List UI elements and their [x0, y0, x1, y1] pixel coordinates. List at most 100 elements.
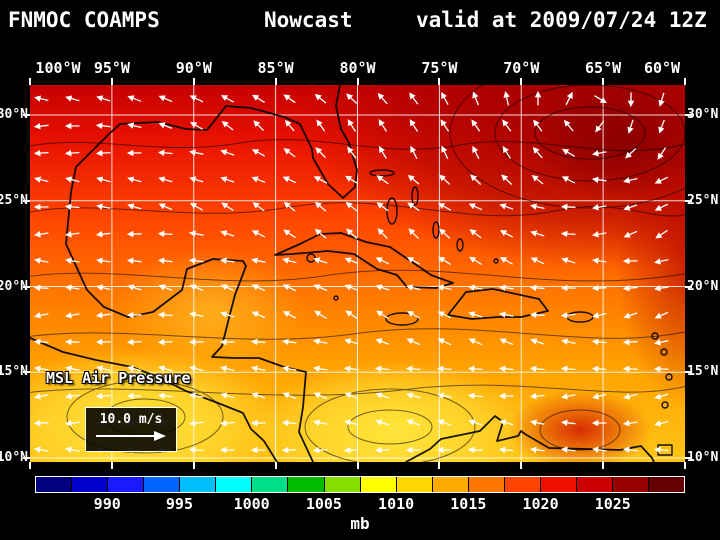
lat-label-right: 25°N — [687, 192, 719, 208]
axis-tick-bottom — [602, 462, 605, 469]
wind-arrow — [157, 230, 173, 238]
wind-arrow — [346, 93, 358, 104]
wind-arrow — [126, 338, 142, 346]
valid-time: valid at 2009/07/24 12Z — [416, 8, 707, 32]
wind-arrow — [283, 148, 296, 158]
wind-arrow — [221, 120, 234, 131]
wind-arrow — [157, 149, 173, 157]
wind-arrow — [189, 365, 204, 372]
wind-arrow — [529, 311, 545, 319]
wind-arrow — [314, 228, 327, 239]
colorbar-tick-label: 1025 — [594, 495, 631, 513]
wind-arrow — [560, 419, 576, 427]
colorbar-tick-label: 1015 — [450, 495, 487, 513]
wind-arrow — [529, 446, 545, 454]
wind-arrow — [33, 338, 49, 346]
wind-arrow — [313, 392, 328, 400]
wind-arrow — [282, 257, 297, 264]
axis-tick-top — [356, 78, 359, 85]
axis-tick-top — [110, 78, 113, 85]
wind-arrow — [64, 231, 80, 238]
wind-arrow — [34, 95, 49, 102]
wind-arrow — [33, 149, 49, 157]
island-cayman — [333, 295, 339, 301]
lon-label: 70°W — [503, 59, 540, 77]
wind-arrow — [220, 176, 235, 183]
wind-arrow — [157, 257, 173, 265]
lon-label: 85°W — [257, 59, 294, 77]
wind-arrow — [591, 257, 607, 264]
colorbar-segment — [72, 477, 109, 492]
wind-arrow — [375, 257, 390, 265]
wind-arrow — [158, 95, 173, 103]
wind-arrow — [127, 203, 142, 210]
wind-arrow — [314, 93, 327, 104]
wind-arrow — [654, 311, 669, 319]
wind-arrow — [407, 174, 420, 185]
wind-arrow — [127, 176, 142, 183]
wind-arrow — [530, 203, 545, 210]
wind-arrow — [472, 145, 480, 160]
wind-arrow — [313, 176, 328, 184]
coastline-pacific — [30, 337, 278, 462]
wind-arrow — [440, 119, 450, 132]
axis-tick-bottom — [29, 462, 31, 469]
wind-arrow — [437, 392, 452, 399]
wind-arrow — [560, 230, 576, 238]
lat-label-left: 30°N — [0, 107, 28, 122]
wind-arrow — [313, 257, 328, 264]
wind-arrow — [530, 230, 545, 237]
wind-arrow — [498, 365, 514, 373]
lat-label-right: 20°N — [687, 278, 719, 294]
colorbar-segment — [180, 477, 217, 492]
wind-arrow — [654, 420, 669, 427]
wind-arrow — [533, 119, 543, 132]
island-andros — [386, 197, 398, 225]
wind-arrow — [313, 338, 328, 345]
wind-arrow — [441, 91, 449, 106]
wind-arrow — [560, 446, 576, 453]
wind-arrow — [64, 257, 80, 264]
wind-arrow — [189, 392, 204, 399]
wind-arrow — [283, 229, 296, 239]
wind-arrow — [622, 284, 638, 292]
wind-arrow — [560, 393, 576, 400]
wind-arrow — [375, 419, 390, 426]
wind-arrow — [622, 365, 638, 373]
axis-tick-top — [29, 78, 31, 85]
wind-arrow — [158, 176, 173, 183]
wind-arrow — [343, 365, 359, 373]
wind-arrow — [406, 257, 421, 265]
wind-arrow — [655, 229, 668, 239]
wind-arrow — [189, 149, 204, 156]
wind-arrow — [375, 284, 390, 291]
wind-arrow — [623, 230, 638, 238]
wind-arrow — [33, 231, 49, 238]
wind-arrow — [499, 419, 514, 426]
wind-arrow — [95, 392, 111, 400]
wind-arrow — [95, 257, 111, 264]
wind-arrow — [654, 258, 669, 265]
wind-arrow — [347, 146, 357, 159]
wind-arrow — [374, 365, 390, 373]
wind-arrow — [437, 311, 452, 319]
product-name: Nowcast — [264, 8, 353, 32]
axis-tick-bottom — [110, 462, 113, 469]
wind-arrow — [499, 338, 514, 346]
wind-arrow — [95, 122, 111, 130]
wind-scale-arrow-icon — [96, 431, 166, 441]
isobar-contours — [30, 85, 685, 462]
lat-label-left: 25°N — [0, 192, 28, 208]
lon-label: 90°W — [175, 59, 212, 77]
wind-arrow — [220, 149, 235, 156]
lon-label: 100°W — [35, 59, 81, 77]
wind-arrow — [96, 95, 111, 102]
colorbar-segment — [468, 477, 505, 492]
wind-arrow — [64, 284, 80, 291]
wind-arrow — [127, 122, 142, 129]
colorbar-segment — [252, 477, 289, 492]
wind-arrow — [654, 393, 669, 400]
wind-arrow — [251, 230, 266, 238]
wind-arrow — [592, 393, 607, 400]
wind-arrow — [96, 176, 111, 183]
